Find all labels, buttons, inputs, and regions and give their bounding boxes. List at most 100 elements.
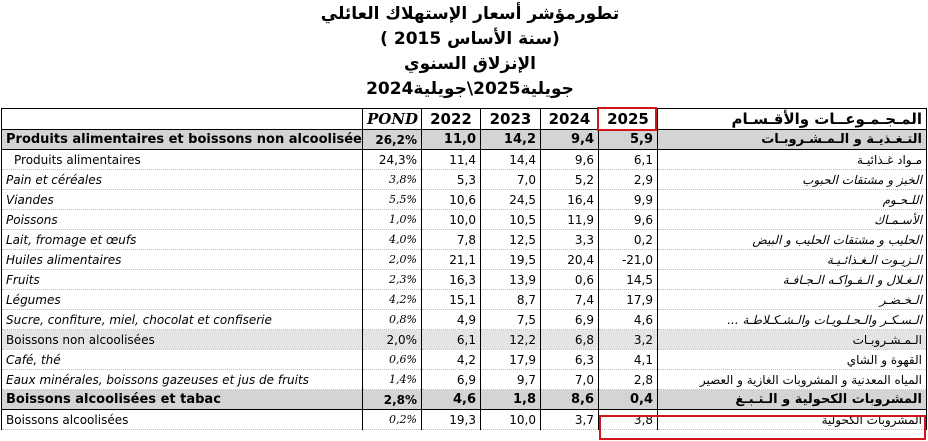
value-cell: 0,4 [598, 389, 658, 410]
value-cell: 15,1 [421, 289, 481, 310]
value-cell: 10,0 [421, 209, 481, 230]
value-cell: 11,0 [421, 129, 481, 150]
value-cell: 2,0% [362, 249, 422, 270]
table-row: Sucre, confiture, miel, chocolat et conf… [1, 309, 927, 330]
value-cell: 9,7 [480, 369, 541, 390]
label-cell: Boissons alcoolisées [1, 409, 363, 430]
value-cell: 1,0% [362, 209, 422, 230]
arabic-label-cell: اللـحـوم [657, 189, 927, 210]
value-cell: 26,2% [362, 129, 422, 150]
arabic-label-cell: الـغـلال و الـفـواكـه الـجـافـة [657, 269, 927, 290]
value-cell: 19,5 [480, 249, 541, 270]
value-cell: 4,2% [362, 289, 422, 310]
value-cell: 5,9 [598, 129, 658, 150]
value-cell: 12,2 [480, 329, 541, 350]
table-row: Légumes 4,2% 15,1 8,7 7,4 17,9 الـخـضـر [1, 289, 927, 310]
value-cell: -21,0 [598, 249, 658, 270]
label-cell [1, 108, 363, 130]
value-cell: 7,0 [480, 169, 541, 190]
arabic-label-cell: الـسـكـر والـحـلـويـات والـشـكـلاطـة ... [657, 309, 927, 330]
value-cell: 0,2 [598, 229, 658, 250]
table-row: Café, thé 0,6% 4,2 17,9 6,3 4,1 القهوة و الشاي [1, 349, 927, 370]
table-row: Produits alimentaires et boissons non al… [1, 129, 927, 150]
cpi-table: POND 2022 2023 2024 2025 المـجـمـوعــات والأق… [1, 108, 927, 430]
value-cell: 21,1 [421, 249, 481, 270]
value-cell: 2,9 [598, 169, 658, 190]
table-row: Fruits 2,3% 16,3 13,9 0,6 14,5 الـغـلال و الـف… [1, 269, 927, 290]
value-cell: 16,3 [421, 269, 481, 290]
arabic-label-cell: الـزيـوت الـغـذائـيـة [657, 249, 927, 270]
value-cell: 14,5 [598, 269, 658, 290]
value-cell: 3,3 [540, 229, 599, 250]
table-row: Boissons non alcoolisées 2,0% 6,1 12,2 6,8 3,… [1, 329, 927, 350]
value-cell: 5,2 [540, 169, 599, 190]
value-cell: 4,6 [421, 389, 481, 410]
value-cell: 7,4 [540, 289, 599, 310]
arabic-label-cell: الخبز و مشتقات الحبوب [657, 169, 927, 190]
value-cell: 0,6% [362, 349, 422, 370]
value-cell: 17,9 [480, 349, 541, 370]
value-cell: 6,9 [421, 369, 481, 390]
table-row: Boissons alcoolisées 0,2% 19,3 10,0 3,7 3,8 ال… [1, 409, 927, 430]
value-cell: 4,6 [598, 309, 658, 330]
value-cell: 3,2 [598, 329, 658, 350]
value-cell: 9,6 [540, 149, 599, 170]
value-cell: 0,2% [362, 409, 422, 430]
value-cell: 2,3% [362, 269, 422, 290]
value-cell: 5,5% [362, 189, 422, 210]
title-line: الإنزلاق السنوي [404, 54, 536, 74]
value-cell: 16,4 [540, 189, 599, 210]
arabic-label-cell: المشروبات الكحولية و الـتـبـغ [657, 389, 927, 410]
value-cell: 2,8 [598, 369, 658, 390]
value-cell: 2022 [421, 108, 481, 130]
table-row: POND 2022 2023 2024 2025 المـجـمـوعــات والأق… [1, 108, 927, 130]
label-cell: Poissons [1, 209, 363, 230]
label-cell: Produits alimentaires et boissons non al… [1, 129, 363, 150]
label-cell: Produits alimentaires [1, 149, 363, 170]
value-cell: 5,3 [421, 169, 481, 190]
value-cell: 1,4% [362, 369, 422, 390]
value-cell: 8,7 [480, 289, 541, 310]
table-row: Boissons alcoolisées et tabac 2,8% 4,6 1,8 8… [1, 389, 927, 410]
table-row: Viandes 5,5% 10,6 24,5 16,4 9,9 اللـحـوم [1, 189, 927, 210]
value-cell: 6,8 [540, 329, 599, 350]
label-cell: Boissons alcoolisées et tabac [1, 389, 363, 410]
value-cell: 4,1 [598, 349, 658, 370]
value-cell: 11,4 [421, 149, 481, 170]
arabic-label-cell: التـغـذيـة و الـمـشـروبـات [657, 129, 927, 150]
arabic-label-cell: القهوة و الشاي [657, 349, 927, 370]
value-cell: 3,7 [540, 409, 599, 430]
label-cell: Lait, fromage et œufs [1, 229, 363, 250]
arabic-label-cell: الـمـشـروبـات [657, 329, 927, 350]
title-line: جويلية2025\جويلية2024 [366, 79, 574, 99]
table-row: Poissons 1,0% 10,0 10,5 11,9 9,6 الأسـمـاك [1, 209, 927, 230]
value-cell: 1,8 [480, 389, 541, 410]
value-cell: 6,1 [421, 329, 481, 350]
value-cell: 3,8 [598, 409, 658, 430]
value-cell: 6,9 [540, 309, 599, 330]
value-cell: 7,8 [421, 229, 481, 250]
label-cell: Huiles alimentaires [1, 249, 363, 270]
value-cell: 10,0 [480, 409, 541, 430]
value-cell: 6,1 [598, 149, 658, 170]
value-cell: 24,3% [362, 149, 422, 170]
value-cell: 6,3 [540, 349, 599, 370]
value-cell: 2,0% [362, 329, 422, 350]
value-cell: 7,0 [540, 369, 599, 390]
value-cell: 8,6 [540, 389, 599, 410]
value-cell: 14,2 [480, 129, 541, 150]
arabic-label-cell: المشروبات الكحولية [657, 409, 927, 430]
title-line: (سنة الأساس 2015 ) [380, 29, 560, 49]
value-cell: 9,4 [540, 129, 599, 150]
value-cell: 12,5 [480, 229, 541, 250]
value-cell: 0,8% [362, 309, 422, 330]
arabic-label-cell: الأسـمـاك [657, 209, 927, 230]
value-cell: 0,6 [540, 269, 599, 290]
table-row: Pain et céréales 3,8% 5,3 7,0 5,2 2,9 الخبز و … [1, 169, 927, 190]
value-cell: 4,2 [421, 349, 481, 370]
value-cell: 11,9 [540, 209, 599, 230]
label-cell: Pain et céréales [1, 169, 363, 190]
value-cell: 13,9 [480, 269, 541, 290]
label-cell: Sucre, confiture, miel, chocolat et conf… [1, 309, 363, 330]
